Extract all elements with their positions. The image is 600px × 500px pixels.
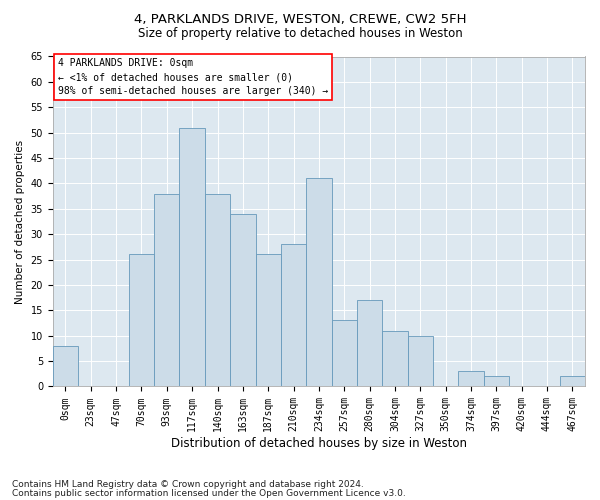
Text: Size of property relative to detached houses in Weston: Size of property relative to detached ho… — [137, 28, 463, 40]
Bar — [458, 371, 484, 386]
Bar — [382, 330, 407, 386]
Bar — [256, 254, 281, 386]
Text: 4 PARKLANDS DRIVE: 0sqm
← <1% of detached houses are smaller (0)
98% of semi-det: 4 PARKLANDS DRIVE: 0sqm ← <1% of detache… — [58, 58, 328, 96]
Bar — [407, 336, 433, 386]
Bar — [560, 376, 585, 386]
Bar — [154, 194, 179, 386]
Text: 4, PARKLANDS DRIVE, WESTON, CREWE, CW2 5FH: 4, PARKLANDS DRIVE, WESTON, CREWE, CW2 5… — [134, 12, 466, 26]
Bar — [484, 376, 509, 386]
X-axis label: Distribution of detached houses by size in Weston: Distribution of detached houses by size … — [171, 437, 467, 450]
Bar — [53, 346, 78, 387]
Bar — [230, 214, 256, 386]
Bar — [332, 320, 357, 386]
Bar — [205, 194, 230, 386]
Bar — [129, 254, 154, 386]
Bar — [281, 244, 306, 386]
Bar — [179, 128, 205, 386]
Text: Contains HM Land Registry data © Crown copyright and database right 2024.: Contains HM Land Registry data © Crown c… — [12, 480, 364, 489]
Text: Contains public sector information licensed under the Open Government Licence v3: Contains public sector information licen… — [12, 488, 406, 498]
Bar — [357, 300, 382, 386]
Bar — [306, 178, 332, 386]
Y-axis label: Number of detached properties: Number of detached properties — [15, 140, 25, 304]
